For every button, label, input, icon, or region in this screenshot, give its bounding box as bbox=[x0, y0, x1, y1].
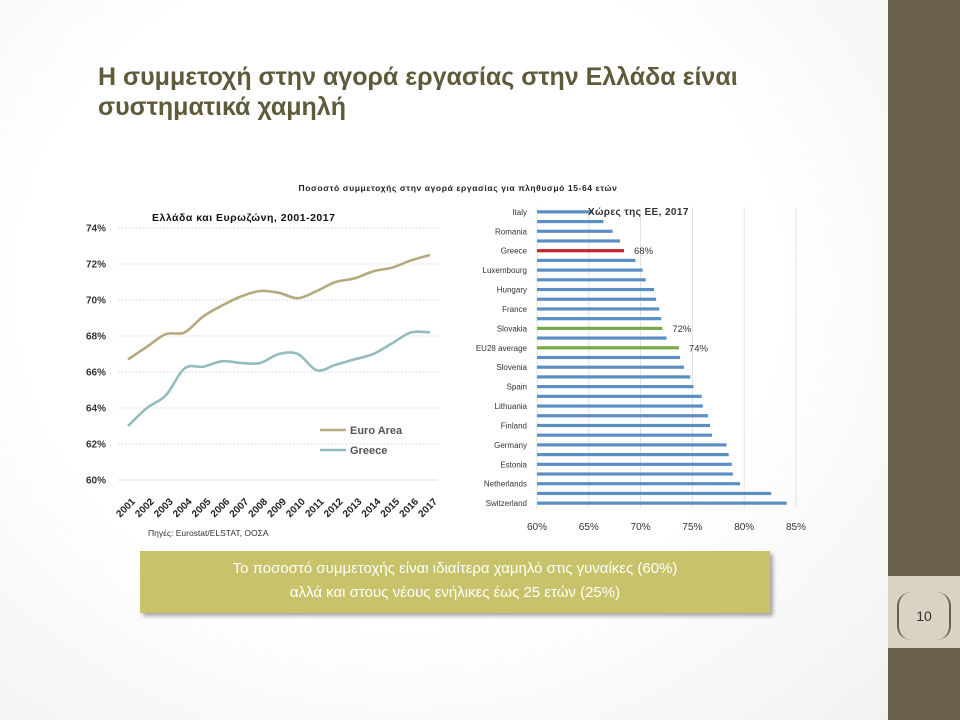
line-chart-y-tick: 68% bbox=[86, 332, 106, 343]
line-chart-y-tick: 66% bbox=[86, 368, 106, 379]
bar-category-label: Romania bbox=[495, 227, 528, 236]
bar bbox=[537, 326, 663, 330]
bar bbox=[537, 365, 685, 369]
line-chart-x-tick: 2010 bbox=[284, 496, 308, 520]
line-chart-y-tick: 70% bbox=[86, 296, 106, 307]
line-chart-y-tick: 74% bbox=[86, 224, 106, 235]
bar bbox=[537, 452, 729, 457]
bar-category-label: Spain bbox=[507, 383, 527, 392]
bar bbox=[537, 278, 646, 282]
bar bbox=[537, 297, 657, 301]
line-chart-x-tick: 2008 bbox=[247, 496, 271, 520]
callout-line-2: αλλά και στους νέους ενήλικες έως 25 ετώ… bbox=[289, 584, 621, 601]
bar bbox=[537, 229, 613, 233]
bar bbox=[537, 404, 703, 408]
line-chart-x-tick: 2012 bbox=[322, 496, 346, 520]
bar bbox=[537, 219, 604, 224]
bar-category-label: Slovenia bbox=[496, 363, 527, 372]
series-line-euro-area bbox=[127, 253, 431, 361]
bar-chart-x-tick: 75% bbox=[682, 522, 702, 533]
bar-chart-x-tick: 70% bbox=[631, 522, 651, 533]
bar-category-label: Hungary bbox=[497, 286, 527, 295]
bar bbox=[537, 472, 733, 476]
line-chart-x-tick: 2005 bbox=[190, 496, 214, 520]
line-chart-x-tick: 2011 bbox=[303, 496, 326, 519]
line-chart-x-tick: 2013 bbox=[341, 496, 365, 520]
bar bbox=[537, 210, 593, 214]
line-chart-x-tick: 2004 bbox=[171, 496, 195, 520]
bar-chart-x-tick: 65% bbox=[579, 522, 599, 533]
line-chart-x-tick: 2003 bbox=[152, 496, 176, 520]
bar-chart: Italy Romania Greece Luxembourg Hungary Franc… bbox=[476, 207, 806, 533]
bar bbox=[537, 375, 691, 379]
line-chart-legend: Euro Area Greece bbox=[320, 425, 403, 457]
line-chart-title: Ελλάδα και Ευρωζώνη, 2001-2017 bbox=[152, 212, 335, 224]
bar-category-label: EU28 average bbox=[476, 344, 528, 353]
callout-box: Το ποσοστό συμμετοχής είναι ιδιαίτερα χα… bbox=[140, 551, 770, 613]
bar-category-label: Greece bbox=[501, 247, 528, 256]
slide-title: Η συμμετοχή στην αγορά εργασίας στην Ελλ… bbox=[98, 63, 738, 121]
callout-line-1: Το ποσοστό συμμετοχής είναι ιδιαίτερα χα… bbox=[232, 560, 678, 577]
line-chart: 60%62%64%66%68%70%72%74% 200120022003200… bbox=[86, 212, 440, 520]
bar bbox=[537, 346, 679, 350]
bar bbox=[537, 491, 772, 496]
legend-label-euro-area: Euro Area bbox=[350, 425, 403, 437]
line-chart-y-tick: 60% bbox=[86, 476, 106, 487]
bar bbox=[537, 433, 713, 437]
bar bbox=[537, 423, 711, 428]
line-chart-x-tick: 2016 bbox=[398, 496, 422, 520]
page-number: 10 bbox=[897, 592, 951, 640]
bar bbox=[537, 258, 636, 263]
bar-data-label: 68% bbox=[634, 246, 654, 257]
bar bbox=[537, 355, 680, 360]
bar-category-label: Netherlands bbox=[484, 480, 527, 489]
bar bbox=[537, 482, 741, 486]
bar bbox=[537, 249, 625, 253]
bar bbox=[537, 385, 694, 389]
bar bbox=[537, 462, 732, 466]
bar-category-label: France bbox=[502, 305, 527, 314]
bar bbox=[537, 317, 662, 321]
bar-data-label: 72% bbox=[672, 324, 692, 335]
page-number-box bbox=[888, 576, 960, 648]
line-chart-x-tick: 2002 bbox=[133, 496, 157, 520]
bar-category-label: Lithuania bbox=[495, 402, 528, 411]
bar bbox=[537, 443, 727, 447]
series-line-greece bbox=[127, 330, 431, 427]
line-chart-x-tick: 2014 bbox=[360, 496, 384, 520]
bar bbox=[537, 414, 708, 418]
line-chart-x-tick: 2006 bbox=[209, 496, 233, 520]
bar-chart-x-tick: 60% bbox=[527, 522, 547, 533]
bar bbox=[537, 501, 787, 505]
line-chart-y-tick: 62% bbox=[86, 440, 106, 451]
bar-category-label: Germany bbox=[494, 441, 527, 450]
bar-category-label: Italy bbox=[512, 208, 527, 217]
bar-category-label: Luxembourg bbox=[483, 266, 527, 275]
bar-category-label: Slovakia bbox=[497, 324, 528, 333]
source-footnote: Πηγές: Eurostat/ELSTAT, ΟΟΣΑ bbox=[148, 528, 269, 538]
line-chart-x-tick: 2007 bbox=[228, 496, 252, 520]
bar-category-label: Switzerland bbox=[486, 499, 527, 508]
line-chart-y-tick: 72% bbox=[86, 260, 106, 271]
bar bbox=[537, 394, 702, 398]
bar-category-label: Estonia bbox=[500, 460, 527, 469]
line-chart-x-tick: 2001 bbox=[114, 496, 138, 520]
bar bbox=[537, 268, 643, 272]
bar bbox=[537, 336, 667, 340]
bar-chart-title: Χώρες της ΕΕ, 2017 bbox=[588, 207, 689, 218]
bar-category-label: Finland bbox=[501, 421, 527, 430]
line-chart-x-tick: 2015 bbox=[379, 496, 403, 520]
bar-data-label: 74% bbox=[689, 343, 709, 354]
legend-label-greece: Greece bbox=[350, 445, 387, 457]
bar bbox=[537, 287, 655, 292]
bar-chart-x-tick: 85% bbox=[786, 522, 806, 533]
figure-title: Ποσοστό συμμετοχής στην αγορά εργασίας γ… bbox=[298, 183, 617, 193]
line-chart-y-tick: 64% bbox=[86, 404, 106, 415]
line-chart-x-tick: 2017 bbox=[416, 496, 440, 520]
bar bbox=[537, 239, 620, 243]
bar bbox=[537, 307, 660, 311]
bar-chart-x-tick: 80% bbox=[734, 522, 754, 533]
line-chart-x-tick: 2009 bbox=[265, 496, 289, 520]
charts-area: Ποσοστό συμμετοχής στην αγορά εργασίας γ… bbox=[86, 183, 806, 533]
